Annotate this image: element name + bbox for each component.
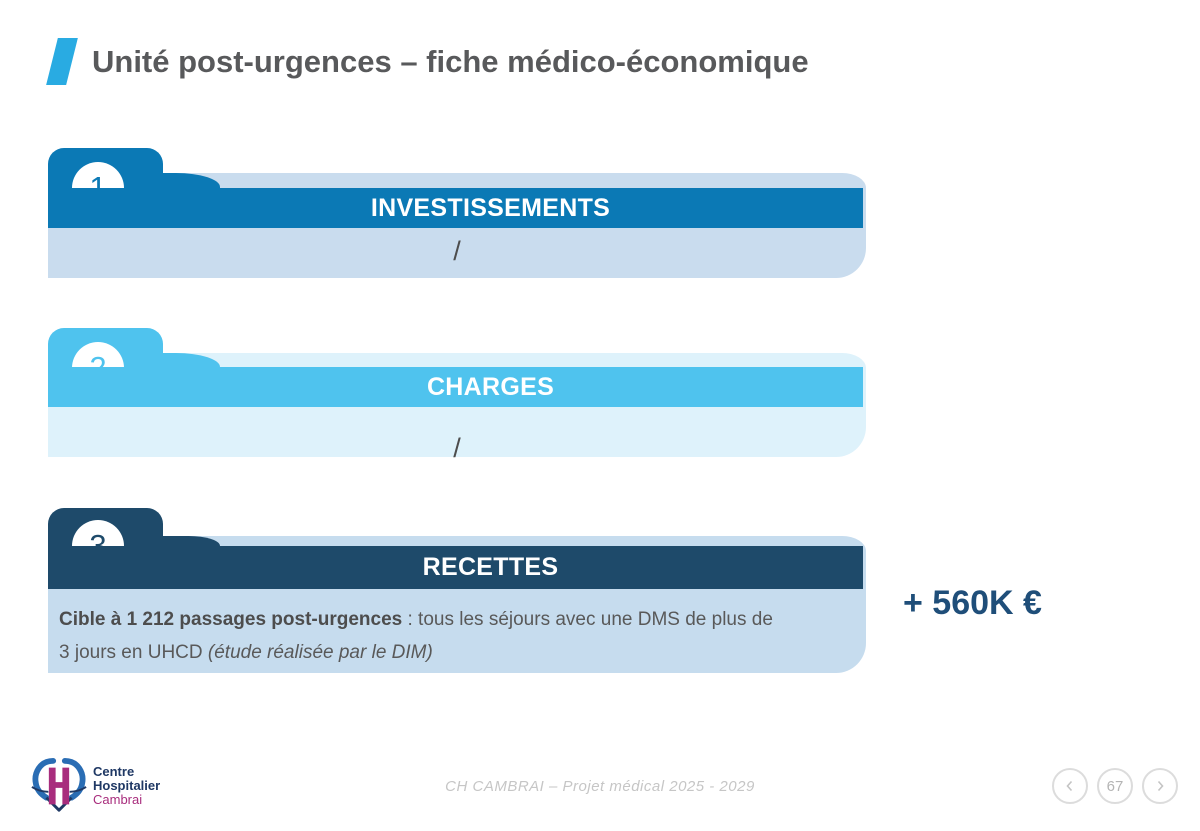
title-slash-icon xyxy=(46,38,78,85)
section-investissements: 1 INVESTISSEMENTS / xyxy=(48,148,866,278)
logo-line-1: Centre xyxy=(93,764,135,779)
hospital-logo: Centre Hospitalier Cambrai xyxy=(30,754,160,818)
previous-slide-button[interactable] xyxy=(1052,768,1088,804)
section-header: RECETTES xyxy=(48,546,863,589)
section-charges: 2 CHARGES / xyxy=(48,328,866,473)
logo-line-2: Hospitalier xyxy=(93,778,161,793)
tab-flare xyxy=(162,353,220,367)
section-content: / xyxy=(453,433,461,463)
section-header: INVESTISSEMENTS xyxy=(48,188,863,228)
next-slide-button[interactable] xyxy=(1142,768,1178,804)
section-header: CHARGES xyxy=(48,367,863,407)
section-heading: INVESTISSEMENTS xyxy=(370,193,611,222)
logo-line-3: Cambrai xyxy=(93,792,143,807)
hospital-logo-text: Centre Hospitalier Cambrai xyxy=(93,765,160,807)
tab-flare xyxy=(162,536,220,546)
chevron-right-icon xyxy=(1157,780,1164,792)
hospital-logo-icon xyxy=(31,757,87,812)
section-content: Cible à 1 212 passages post-urgences : t… xyxy=(59,603,773,669)
chevron-left-icon xyxy=(1066,780,1073,792)
content-line-1: Cible à 1 212 passages post-urgences : t… xyxy=(59,609,773,630)
page-title: Unité post-urgences – fiche médico-écono… xyxy=(92,44,809,79)
section-heading: CHARGES xyxy=(426,372,555,401)
footer-caption: CH CAMBRAI – Projet médical 2025 - 2029 xyxy=(445,778,755,795)
section-content: / xyxy=(453,236,461,266)
page-number-badge: 67 xyxy=(1097,768,1133,804)
revenue-annotation: + 560K € xyxy=(903,584,1042,622)
section-recettes: 3 RECETTES Cible à 1 212 passages post-u… xyxy=(48,508,866,673)
section-heading: RECETTES xyxy=(422,553,559,581)
content-line-2: 3 jours en UHCD (étude réalisée par le D… xyxy=(59,642,433,663)
tab-flare xyxy=(162,173,220,188)
slide-navigation: 67 xyxy=(1052,768,1178,804)
